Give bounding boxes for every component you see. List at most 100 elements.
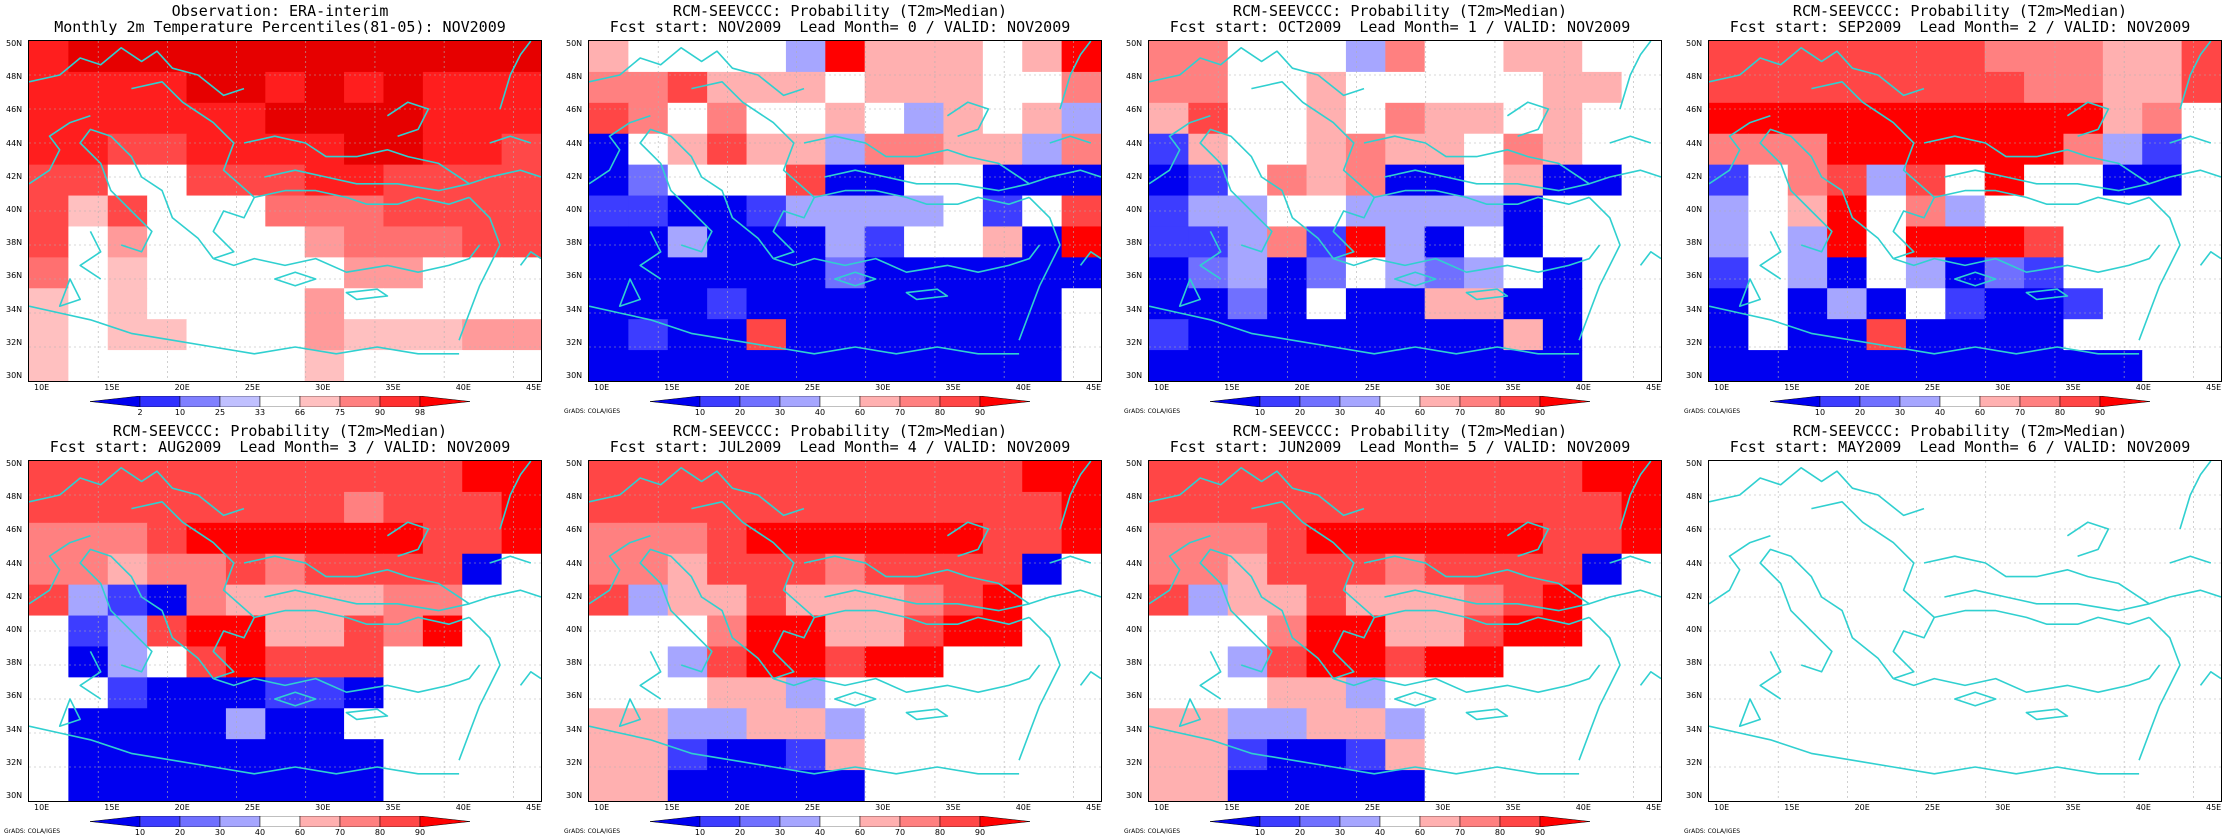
grid-cell [2102,164,2143,197]
grid-cell [186,350,227,381]
grid-cell [1905,288,1946,320]
grid-cell [2142,71,2183,104]
panel-title-line1: RCM-SEEVCCC: Probability (T2m>Median) [672,2,1008,20]
colorbar-segment [299,396,341,407]
grid-cell [1787,71,1828,104]
grid-cell [589,461,629,493]
colorbar-segment [739,816,781,827]
grid-cell [1061,615,1101,648]
grid-cell [29,553,69,586]
grid-cell [265,584,306,617]
grid-cell [147,164,188,197]
grid-cell [1464,133,1505,166]
colorbar-tick-label: 70 [894,828,906,837]
grid-cell [589,133,629,166]
grid-cell [785,461,826,493]
grid-cell [1503,553,1544,586]
grid-cell [1227,522,1268,555]
grid-cell [1748,133,1789,166]
lon-tick-label: 25E [804,383,821,392]
colorbar-segment [1770,396,1821,407]
coastline [1199,548,1334,680]
grid-cell [2063,288,2104,320]
lon-tick-label: 45E [1086,803,1102,812]
grid-cell [667,584,708,617]
grid-cell [29,615,69,648]
grid-cell [667,71,708,104]
grid-cell [1227,71,1268,104]
map-canvas [29,461,541,801]
colorbar-segment [259,396,301,407]
colorbar-segment [1939,396,1981,407]
grid-cell [982,319,1023,351]
grid-cell [982,288,1023,320]
grid-cell [1503,584,1544,617]
grid-cell [825,522,866,555]
grid-cell [1227,350,1268,381]
grid-cell [107,288,148,320]
grid-cell [1866,288,1907,320]
coastline [386,101,430,137]
grid-cell [2181,257,2221,289]
grid-cell [304,739,345,771]
grid-cell [462,41,503,73]
lat-tick-label: 36N [1126,691,1143,701]
grid-cell [1984,288,2025,320]
coastline [1018,196,1061,341]
grid-cell [1149,522,1189,555]
coastline [1049,135,1092,144]
grid-cell [864,522,905,555]
grid-cell [462,257,503,289]
grid-cell [1188,133,1229,166]
grid-cell [1503,615,1544,648]
grid-cell [1542,133,1583,166]
grid-cell [785,491,826,524]
lon-tick-label: 35E [945,383,961,392]
lon-tick-label: 35E [2065,383,2081,392]
lat-tick-label: 44N [566,558,583,568]
grid-cell [1149,288,1189,320]
grid-cell [589,195,629,228]
colorbar-segment [179,396,221,407]
grid-cell [1945,226,1986,258]
grid-cell [1542,288,1583,320]
grid-cell [1061,195,1101,228]
coastline [345,708,389,721]
grid-cell [1227,584,1268,617]
grid-cell [1061,226,1101,258]
grid-cell [1748,226,1789,258]
coastline [2138,196,2181,341]
grid-cell [628,770,669,801]
grid-cell [1542,491,1583,524]
panel-title-line2: Fcst start: JUL2009 Lead Month= 4 / VALI… [609,438,1071,456]
grid-cell [1748,41,1789,73]
grid-cell [462,461,503,493]
lat-tick-label: 50N [1126,39,1143,48]
grid-cell [147,102,188,135]
grid-cell [2024,195,2065,228]
lon-tick-label: 15E [104,803,120,812]
grid-cell [501,319,541,351]
coastline [2199,671,2221,686]
lon-tick-label: 25E [244,383,261,392]
grid-cell [1385,41,1426,73]
grid-cell [344,102,385,135]
grid-cell [1022,350,1063,381]
lat-tick-label: 40N [6,625,23,634]
grid-cell [29,677,69,709]
colorbar-segment [1210,396,1261,407]
grid-cell [904,491,945,524]
lat-tick-label: 42N [1126,591,1143,601]
grid-cell [785,71,826,104]
grid-cell [265,708,306,740]
grid-cell [265,522,306,555]
grid-cell [904,133,945,166]
grid-cell [1188,164,1229,197]
grid-cell [1306,288,1347,320]
grid-cell [1385,288,1426,320]
grid-cell [1424,133,1465,166]
grid-cell [785,584,826,617]
grid-cell [785,677,826,709]
grid-cell [628,41,669,73]
grid-cell [1385,491,1426,524]
